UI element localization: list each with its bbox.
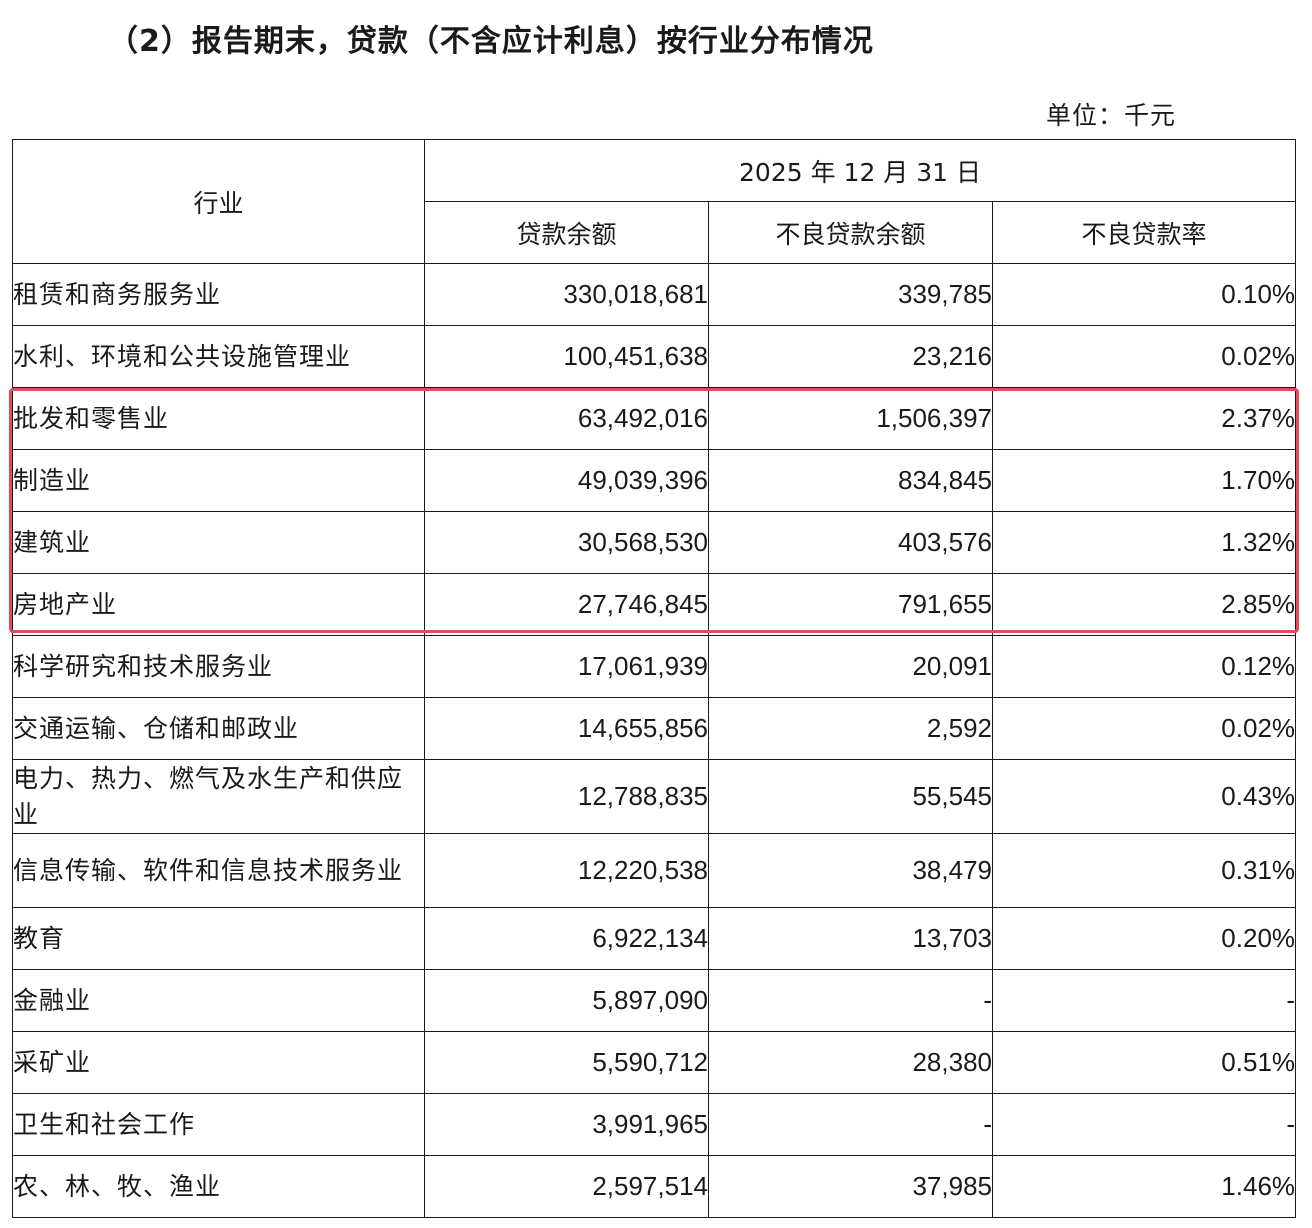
loan-balance-cell: 5,590,712 [424,1031,709,1094]
npl-ratio-cell: 2.37% [991,387,1297,450]
industry-cell: 房地产业 [12,573,425,636]
table-row: 信息传输、软件和信息技术服务业 12,220,538 38,479 0.31% [12,833,1297,908]
table-row: 制造业 49,039,396 834,845 1.70% [12,449,1297,512]
industry-cell: 建筑业 [12,511,425,574]
table-row: 房地产业 27,746,845 791,655 2.85% [12,573,1297,636]
npl-ratio-cell: 0.12% [991,635,1297,698]
npl-balance-cell: 834,845 [708,449,993,512]
table-row: 建筑业 30,568,530 403,576 1.32% [12,511,1297,574]
table-row: 水利、环境和公共设施管理业 100,451,638 23,216 0.02% [12,325,1297,388]
npl-balance-cell: 1,506,397 [708,387,993,450]
industry-cell: 水利、环境和公共设施管理业 [12,325,425,388]
npl-ratio-cell: 0.43% [991,759,1297,834]
npl-balance-cell: 55,545 [708,759,993,834]
table-row: 批发和零售业 63,492,016 1,506,397 2.37% [12,387,1297,450]
npl-balance-cell: 2,592 [708,697,993,760]
page-title: （2）报告期末，贷款（不含应计利息）按行业分布情况 [108,24,874,59]
npl-ratio-cell: 0.02% [991,697,1297,760]
npl-balance-cell: 38,479 [708,833,993,908]
npl-balance-cell: 23,216 [708,325,993,388]
loan-balance-cell: 30,568,530 [424,511,709,574]
industry-cell: 采矿业 [12,1031,425,1094]
table-row: 科学研究和技术服务业 17,061,939 20,091 0.12% [12,635,1297,698]
industry-cell: 科学研究和技术服务业 [12,635,425,698]
table-row: 租赁和商务服务业 330,018,681 339,785 0.10% [12,263,1297,326]
industry-loan-table: 行业 2025 年 12 月 31 日 贷款余额 不良贷款余额 不良贷款率 租赁… [12,139,1297,1218]
npl-ratio-cell: 1.32% [991,511,1297,574]
industry-cell: 卫生和社会工作 [12,1093,425,1156]
loan-balance-cell: 12,788,835 [424,759,709,834]
npl-ratio-cell: - [991,969,1297,1032]
npl-ratio-cell: - [991,1093,1297,1156]
loan-balance-cell: 12,220,538 [424,833,709,908]
loan-balance-cell: 3,991,965 [424,1093,709,1156]
header-npl-balance: 不良贷款余额 [708,201,993,264]
loan-balance-cell: 5,897,090 [424,969,709,1032]
table-row: 金融业 5,897,090 - - [12,969,1297,1032]
loan-balance-cell: 17,061,939 [424,635,709,698]
npl-ratio-cell: 0.02% [991,325,1297,388]
industry-cell: 电力、热力、燃气及水生产和供应业 [12,759,425,834]
header-industry: 行业 [12,139,425,264]
npl-ratio-cell: 0.51% [991,1031,1297,1094]
npl-ratio-cell: 0.10% [991,263,1297,326]
header-loan-balance: 贷款余额 [424,201,709,264]
industry-cell: 金融业 [12,969,425,1032]
npl-balance-cell: 28,380 [708,1031,993,1094]
npl-balance-cell: 13,703 [708,907,993,970]
npl-ratio-cell: 1.46% [991,1155,1297,1218]
table-row: 教育 6,922,134 13,703 0.20% [12,907,1297,970]
table-row: 卫生和社会工作 3,991,965 - - [12,1093,1297,1156]
industry-cell: 交通运输、仓储和邮政业 [12,697,425,760]
npl-ratio-cell: 2.85% [991,573,1297,636]
npl-balance-cell: - [708,1093,993,1156]
npl-balance-cell: 403,576 [708,511,993,574]
header-date: 2025 年 12 月 31 日 [423,139,1297,202]
header-npl-ratio: 不良贷款率 [991,201,1297,264]
loan-balance-cell: 49,039,396 [424,449,709,512]
table-row: 采矿业 5,590,712 28,380 0.51% [12,1031,1297,1094]
npl-balance-cell: - [708,969,993,1032]
loan-balance-cell: 6,922,134 [424,907,709,970]
npl-ratio-cell: 1.70% [991,449,1297,512]
npl-ratio-cell: 0.31% [991,833,1297,908]
table-row: 农、林、牧、渔业 2,597,514 37,985 1.46% [12,1155,1297,1218]
industry-cell: 教育 [12,907,425,970]
loan-balance-cell: 63,492,016 [424,387,709,450]
loan-balance-cell: 100,451,638 [424,325,709,388]
table-row: 交通运输、仓储和邮政业 14,655,856 2,592 0.02% [12,697,1297,760]
industry-cell: 租赁和商务服务业 [12,263,425,326]
unit-label: 单位：千元 [1046,101,1177,130]
loan-balance-cell: 14,655,856 [424,697,709,760]
table-row: 电力、热力、燃气及水生产和供应业 12,788,835 55,545 0.43% [12,759,1297,834]
npl-balance-cell: 791,655 [708,573,993,636]
industry-cell: 批发和零售业 [12,387,425,450]
npl-balance-cell: 339,785 [708,263,993,326]
npl-ratio-cell: 0.20% [991,907,1297,970]
industry-cell: 信息传输、软件和信息技术服务业 [12,833,425,908]
loan-balance-cell: 2,597,514 [424,1155,709,1218]
loan-balance-cell: 330,018,681 [424,263,709,326]
npl-balance-cell: 20,091 [708,635,993,698]
loan-balance-cell: 27,746,845 [424,573,709,636]
industry-cell: 制造业 [12,449,425,512]
npl-balance-cell: 37,985 [708,1155,993,1218]
industry-cell: 农、林、牧、渔业 [12,1155,425,1218]
